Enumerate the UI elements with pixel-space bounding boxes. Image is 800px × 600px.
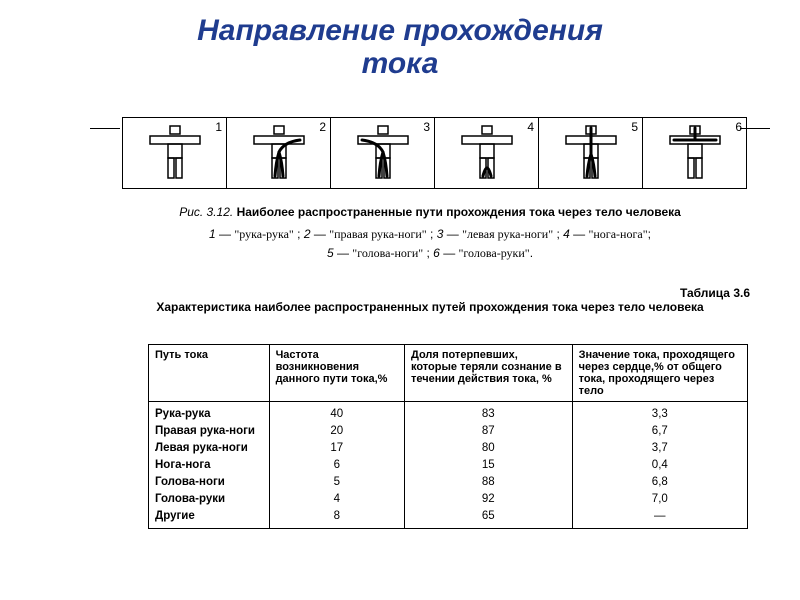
table-cell: 15 [404, 457, 572, 474]
table-cell: Нога-нога [149, 457, 270, 474]
legend-line: 5 — "голова-ноги" ; 6 — "голова-руки". [110, 244, 750, 263]
table-cell: 3,7 [572, 440, 747, 457]
table-cell: 6,8 [572, 474, 747, 491]
table-cell: 7,0 [572, 491, 747, 508]
figure-cell-number: 6 [735, 120, 742, 134]
table-cell: 6 [269, 457, 404, 474]
col-share: Доля потерпевших, которые теряли сознани… [404, 345, 572, 402]
figure-ref: Рис. 3.12. [179, 205, 233, 219]
figure-cell: 1 [123, 118, 227, 188]
human-icon [560, 124, 622, 187]
col-path: Путь тока [149, 345, 270, 402]
table-row: Левая рука-ноги17803,7 [149, 440, 748, 457]
figure-caption-text: Наиболее распространенные пути прохожден… [237, 205, 681, 219]
table-cell: 17 [269, 440, 404, 457]
legend-line: 1 — "рука-рука" ; 2 — "правая рука-ноги"… [110, 225, 750, 244]
table-cell: 83 [404, 402, 572, 423]
figure-cell-number: 1 [215, 120, 222, 134]
table-cell: 20 [269, 423, 404, 440]
table-label: Таблица 3.6 [680, 286, 750, 300]
figure-strip: 1 2 3 4 5 6 [122, 117, 747, 189]
figure-cell: 3 [331, 118, 435, 188]
human-icon [352, 124, 414, 187]
table-cell: 8 [269, 508, 404, 529]
table-cell: Другие [149, 508, 270, 529]
table-cell: 0,4 [572, 457, 747, 474]
col-heart: Значение тока, проходящего через сердце,… [572, 345, 747, 402]
table-cell: — [572, 508, 747, 529]
table-cell: 92 [404, 491, 572, 508]
table-cell: 65 [404, 508, 572, 529]
table-row: Рука-рука40833,3 [149, 402, 748, 423]
human-icon [664, 124, 726, 187]
table-cell: 6,7 [572, 423, 747, 440]
figure-caption: Рис. 3.12. Наиболее распространенные пут… [120, 205, 740, 219]
table-cell: 80 [404, 440, 572, 457]
human-icon [248, 124, 310, 187]
figure-cell-number: 5 [631, 120, 638, 134]
table-row: Правая рука-ноги20876,7 [149, 423, 748, 440]
figure-cell-number: 3 [423, 120, 430, 134]
figure-cell: 5 [539, 118, 643, 188]
rule-left [90, 128, 120, 129]
table-cell: Рука-рука [149, 402, 270, 423]
table-cell: Голова-руки [149, 491, 270, 508]
table-row: Голова-ноги5886,8 [149, 474, 748, 491]
table-row: Нога-нога6150,4 [149, 457, 748, 474]
table-row: Другие865— [149, 508, 748, 529]
human-icon [144, 124, 206, 187]
human-icon [456, 124, 518, 187]
title-line1: Направление прохождения [197, 14, 603, 47]
table-cell: Левая рука-ноги [149, 440, 270, 457]
table-header-row: Путь тока Частота возникновения данного … [149, 345, 748, 402]
title-line2: тока [362, 47, 439, 80]
figure-legend: 1 — "рука-рука" ; 2 — "правая рука-ноги"… [110, 225, 750, 263]
col-freq: Частота возникновения данного пути тока,… [269, 345, 404, 402]
table-cell: 87 [404, 423, 572, 440]
figure-cell-number: 2 [319, 120, 326, 134]
table-cell: 3,3 [572, 402, 747, 423]
figure-cell-number: 4 [527, 120, 534, 134]
figure-cell: 2 [227, 118, 331, 188]
table-cell: 88 [404, 474, 572, 491]
table-cell: 40 [269, 402, 404, 423]
table-cell: 5 [269, 474, 404, 491]
table-cell: 4 [269, 491, 404, 508]
data-table: Путь тока Частота возникновения данного … [148, 344, 748, 529]
table-cell: Голова-ноги [149, 474, 270, 491]
page-title: Направление прохождения тока [0, 0, 800, 80]
table-title: Характеристика наиболее распространенных… [120, 300, 740, 316]
table-cell: Правая рука-ноги [149, 423, 270, 440]
table-row: Голова-руки4927,0 [149, 491, 748, 508]
figure-cell: 6 [643, 118, 746, 188]
figure-cell: 4 [435, 118, 539, 188]
